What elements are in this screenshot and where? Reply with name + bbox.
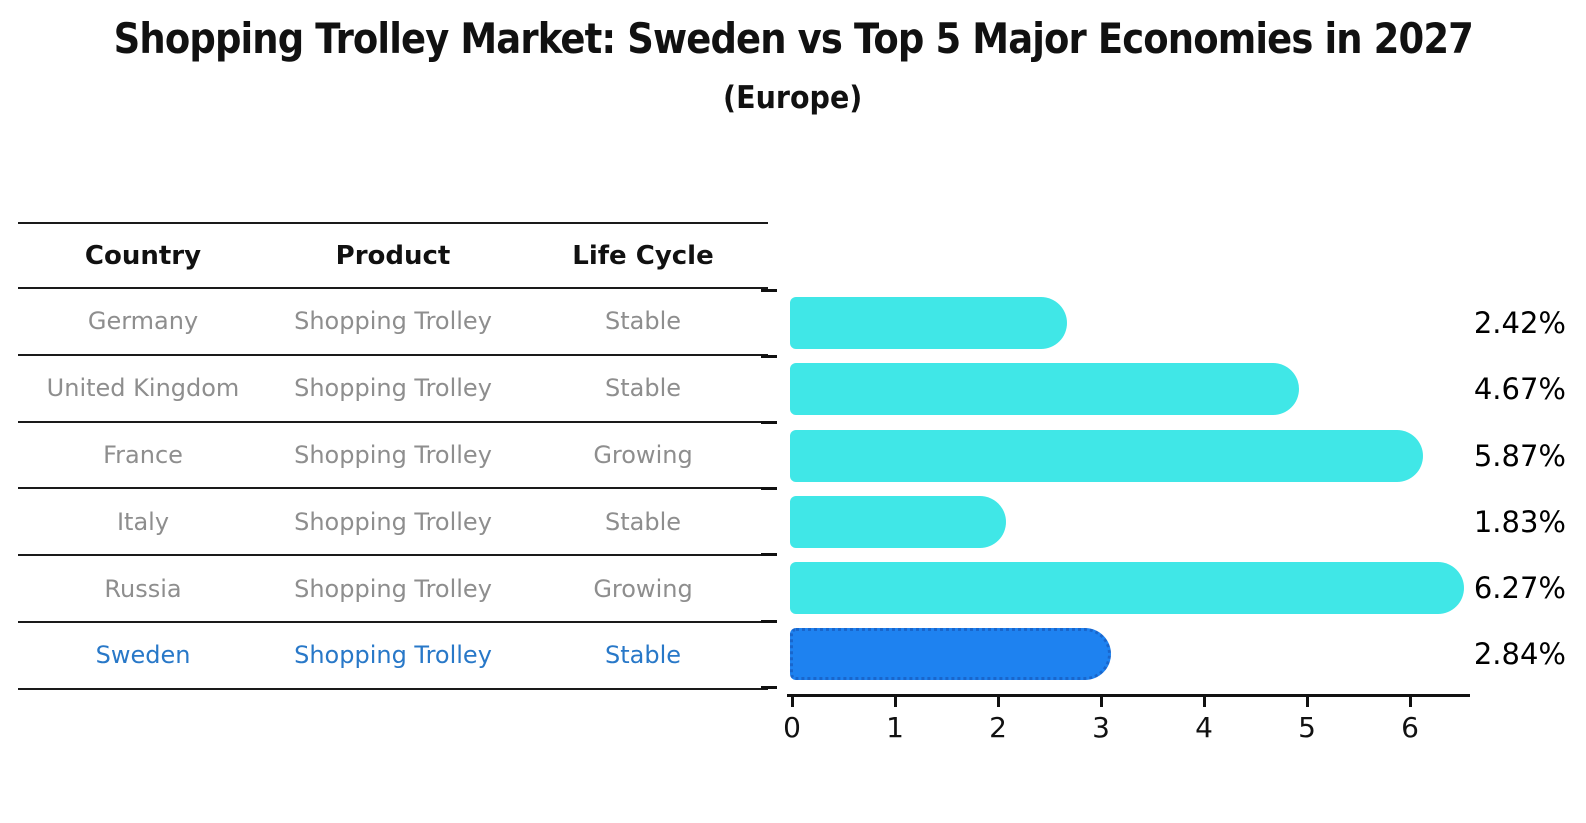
bar-germany [790,297,1068,350]
cell-product: Shopping Trolley [294,574,492,603]
table-row-russia: Russia Shopping Trolley Growing [18,556,768,623]
table-body: Germany Shopping Trolley Stable United King… [18,289,768,690]
y-tick-5 [761,619,777,623]
value-label-russia: 6.27% [1473,570,1566,605]
table-header-row: Country Product Life Cycle [18,222,768,289]
cell-product: Shopping Trolley [294,641,492,670]
cell-country: Sweden [95,641,191,670]
table-row-france: France Shopping Trolley Growing [18,423,768,490]
x-tick-5 [1305,697,1309,707]
cell-product: Shopping Trolley [294,307,492,336]
x-tick-4 [1202,697,1206,707]
column-header-country: Country [84,240,202,271]
column-header-life-cycle: Life Cycle [572,240,714,271]
cell-country: Italy [116,507,170,536]
chart-title: Shopping Trolley Market: Sweden vs Top 5… [113,14,1473,63]
value-label-sweden: 2.84% [1473,637,1566,672]
x-tick-label-6: 6 [1401,711,1419,744]
chart-subtitle: (Europe) [723,80,863,116]
country-table: Country Product Life Cycle Germany Shoppi… [18,222,768,690]
cell-life-cycle: Stable [604,307,682,336]
x-tick-label-2: 2 [989,711,1007,744]
y-tick-3 [761,487,777,491]
x-tick-label-1: 1 [886,711,904,744]
cell-product: Shopping Trolley [294,440,492,469]
bar-sweden [790,628,1111,681]
table-row-italy: Italy Shopping Trolley Stable [18,489,768,557]
bar-italy [790,495,1007,548]
table-row-united-kingdom: United Kingdom Shopping Trolley Stable [18,356,768,423]
value-label-france: 5.87% [1473,438,1566,473]
x-tick-label-5: 5 [1298,711,1316,744]
y-tick-0 [761,288,777,292]
cell-country: Germany [87,307,199,336]
cell-life-cycle: Growing [593,574,693,603]
cell-life-cycle: Stable [604,641,682,670]
cell-country: France [103,440,183,469]
x-axis-line [787,694,1470,697]
y-tick-6 [761,685,777,689]
table-row-germany: Germany Shopping Trolley Stable [18,289,768,356]
bar-russia [790,561,1464,614]
y-tick-2 [761,420,777,424]
cell-life-cycle: Stable [604,507,682,536]
x-tick-1 [893,697,897,707]
x-tick-3 [1099,697,1103,707]
x-tick-0 [790,697,794,707]
value-label-italy: 1.83% [1473,504,1566,539]
x-tick-2 [996,697,1000,707]
cell-product: Shopping Trolley [294,507,492,536]
cell-life-cycle: Growing [593,440,693,469]
cell-life-cycle: Stable [604,374,682,403]
x-tick-label-3: 3 [1092,711,1110,744]
y-tick-4 [761,553,777,557]
bar-france [790,429,1423,482]
y-tick-1 [761,354,777,358]
value-label-united-kingdom: 4.67% [1473,372,1566,407]
cell-product: Shopping Trolley [294,374,492,403]
x-tick-label-0: 0 [783,711,801,744]
table-row-sweden: Sweden Shopping Trolley Stable [18,623,768,690]
subtitle-area: (Europe) [0,80,1586,116]
cell-country: United Kingdom [46,374,240,403]
x-tick-label-4: 4 [1195,711,1213,744]
title-area: Shopping Trolley Market: Sweden vs Top 5… [0,14,1586,63]
x-tick-6 [1408,697,1412,707]
cell-country: Russia [104,574,182,603]
column-header-product: Product [335,240,451,271]
bar-united-kingdom [790,363,1299,416]
value-label-germany: 2.42% [1473,306,1566,341]
